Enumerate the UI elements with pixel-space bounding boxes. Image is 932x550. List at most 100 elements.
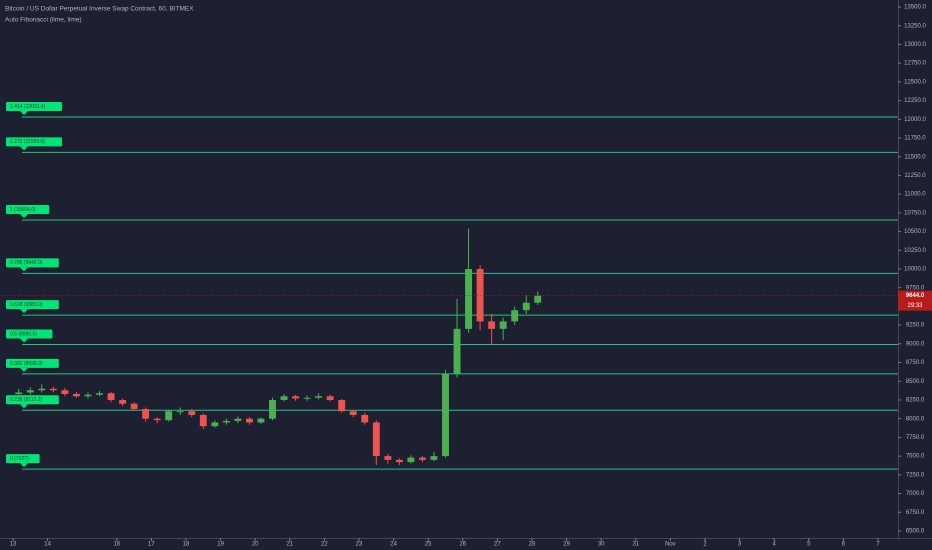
y-tick-label: 6750.0 [906, 510, 925, 516]
y-tick-label: 7500.0 [906, 454, 925, 460]
fib-label: 0.236 (8112.2) [10, 397, 42, 403]
x-tick-label: 23 [356, 542, 363, 548]
y-tick-label: 9000.0 [906, 341, 925, 347]
fib-label-box [6, 395, 59, 405]
candle-body [430, 456, 438, 460]
fib-label-pointer [20, 309, 28, 314]
candle-body [234, 418, 242, 421]
fib-label-pointer [20, 338, 28, 343]
x-tick-label: 13 [10, 542, 17, 548]
x-tick-label: 16 [113, 542, 120, 548]
candle-body [211, 422, 219, 427]
fib-label-box [6, 205, 50, 215]
fib-label-box [6, 258, 59, 268]
y-tick-label: 13250.0 [904, 23, 926, 29]
candle-body [269, 399, 276, 419]
candle-body [453, 328, 461, 374]
candle-body [476, 269, 484, 322]
fib-label: 0.5 (8990.5) [10, 331, 37, 337]
x-tick-label: 21 [286, 542, 293, 548]
y-tick-label: 12250.0 [904, 98, 926, 104]
fib-label-pointer [20, 463, 28, 468]
fib-label: 1 (10654.0) [10, 207, 36, 213]
y-tick-label: 9750.0 [906, 285, 925, 291]
x-tick-label: 17 [148, 542, 155, 548]
y-tick-label: 13000.0 [904, 42, 926, 48]
candle-body [96, 393, 103, 395]
candle-body [303, 397, 311, 399]
candle-body [511, 310, 519, 322]
fib-label: 1.272 (11559.0) [10, 139, 45, 145]
fib-label-box [6, 137, 62, 147]
candle-body [153, 418, 161, 421]
candle-body [280, 396, 288, 400]
fib-label-box [6, 454, 40, 464]
x-tick-label: 6 [842, 542, 846, 548]
y-tick-label: 12750.0 [904, 61, 926, 67]
x-tick-label: 5 [807, 542, 811, 548]
indicator-name: Auto Fibonacci (lime, lime) [5, 17, 82, 24]
candle-body [418, 457, 426, 460]
candle-body [245, 418, 253, 423]
candle-body [349, 411, 357, 415]
y-tick-label: 11250.0 [904, 173, 926, 179]
x-tick-label: 28 [529, 542, 536, 548]
x-tick-label: 7 [876, 542, 880, 548]
y-tick-label: 13500.0 [904, 5, 926, 11]
y-tick-label: 9250.0 [906, 323, 925, 329]
candle-body [372, 422, 380, 457]
candle-body [130, 403, 138, 409]
candle-body [442, 373, 449, 457]
fib-label: 0 (7327) [10, 456, 29, 462]
candle-body [72, 393, 80, 397]
x-tick-label: 22 [321, 542, 328, 548]
x-tick-label: 31 [632, 542, 639, 548]
y-tick-label: 12500.0 [904, 79, 926, 85]
candle-body [199, 414, 207, 427]
candle-body [107, 393, 115, 400]
fib-label: 1.414 (12031.4) [10, 104, 46, 110]
y-tick-label: 11750.0 [904, 136, 926, 142]
y-tick-label: 10750.0 [904, 210, 926, 216]
y-tick-label: 8500.0 [906, 379, 925, 385]
candle-body [49, 388, 57, 391]
x-tick-label: 27 [494, 542, 501, 548]
x-tick-label: 3 [738, 542, 742, 548]
y-tick-label: 12000.0 [904, 117, 926, 123]
candle-body [119, 399, 127, 404]
x-tick-label: 4 [773, 542, 777, 548]
candle-body [407, 457, 415, 463]
candle-body [499, 321, 507, 329]
y-tick-label: 6500.0 [906, 529, 925, 535]
y-tick-label: 11500.0 [904, 154, 926, 160]
chart-title: Bitcoin / US Dollar Perpetual Inverse Sw… [5, 6, 194, 13]
fib-label-box [6, 300, 59, 310]
candle-body [292, 396, 300, 399]
candle-body [142, 408, 150, 419]
fib-label-box [6, 101, 62, 111]
y-tick-label: 7750.0 [906, 435, 925, 441]
candle-body [315, 396, 323, 398]
candle-body [534, 295, 542, 303]
candle-body [361, 414, 369, 423]
candle-body [15, 392, 23, 394]
last-price-badge [898, 290, 932, 311]
y-tick-label: 7250.0 [906, 472, 925, 478]
candle-body [522, 302, 530, 311]
x-tick-label: 2 [703, 542, 707, 548]
candle-body [326, 396, 334, 400]
fib-label: 0.382 (8598.0) [10, 361, 43, 367]
fib-label-pointer [20, 267, 28, 272]
y-tick-label: 8250.0 [906, 398, 925, 404]
y-tick-label: 10500.0 [904, 229, 926, 235]
fib-label: 0.618 (9383.0) [10, 302, 43, 308]
x-tick-label: 30 [598, 542, 605, 548]
candle-body [61, 390, 69, 394]
x-tick-label: 26 [459, 542, 466, 548]
y-tick-label: 10250.0 [904, 248, 926, 254]
candle-body [395, 459, 403, 463]
candle-body [222, 420, 230, 423]
candle-body [165, 411, 173, 421]
